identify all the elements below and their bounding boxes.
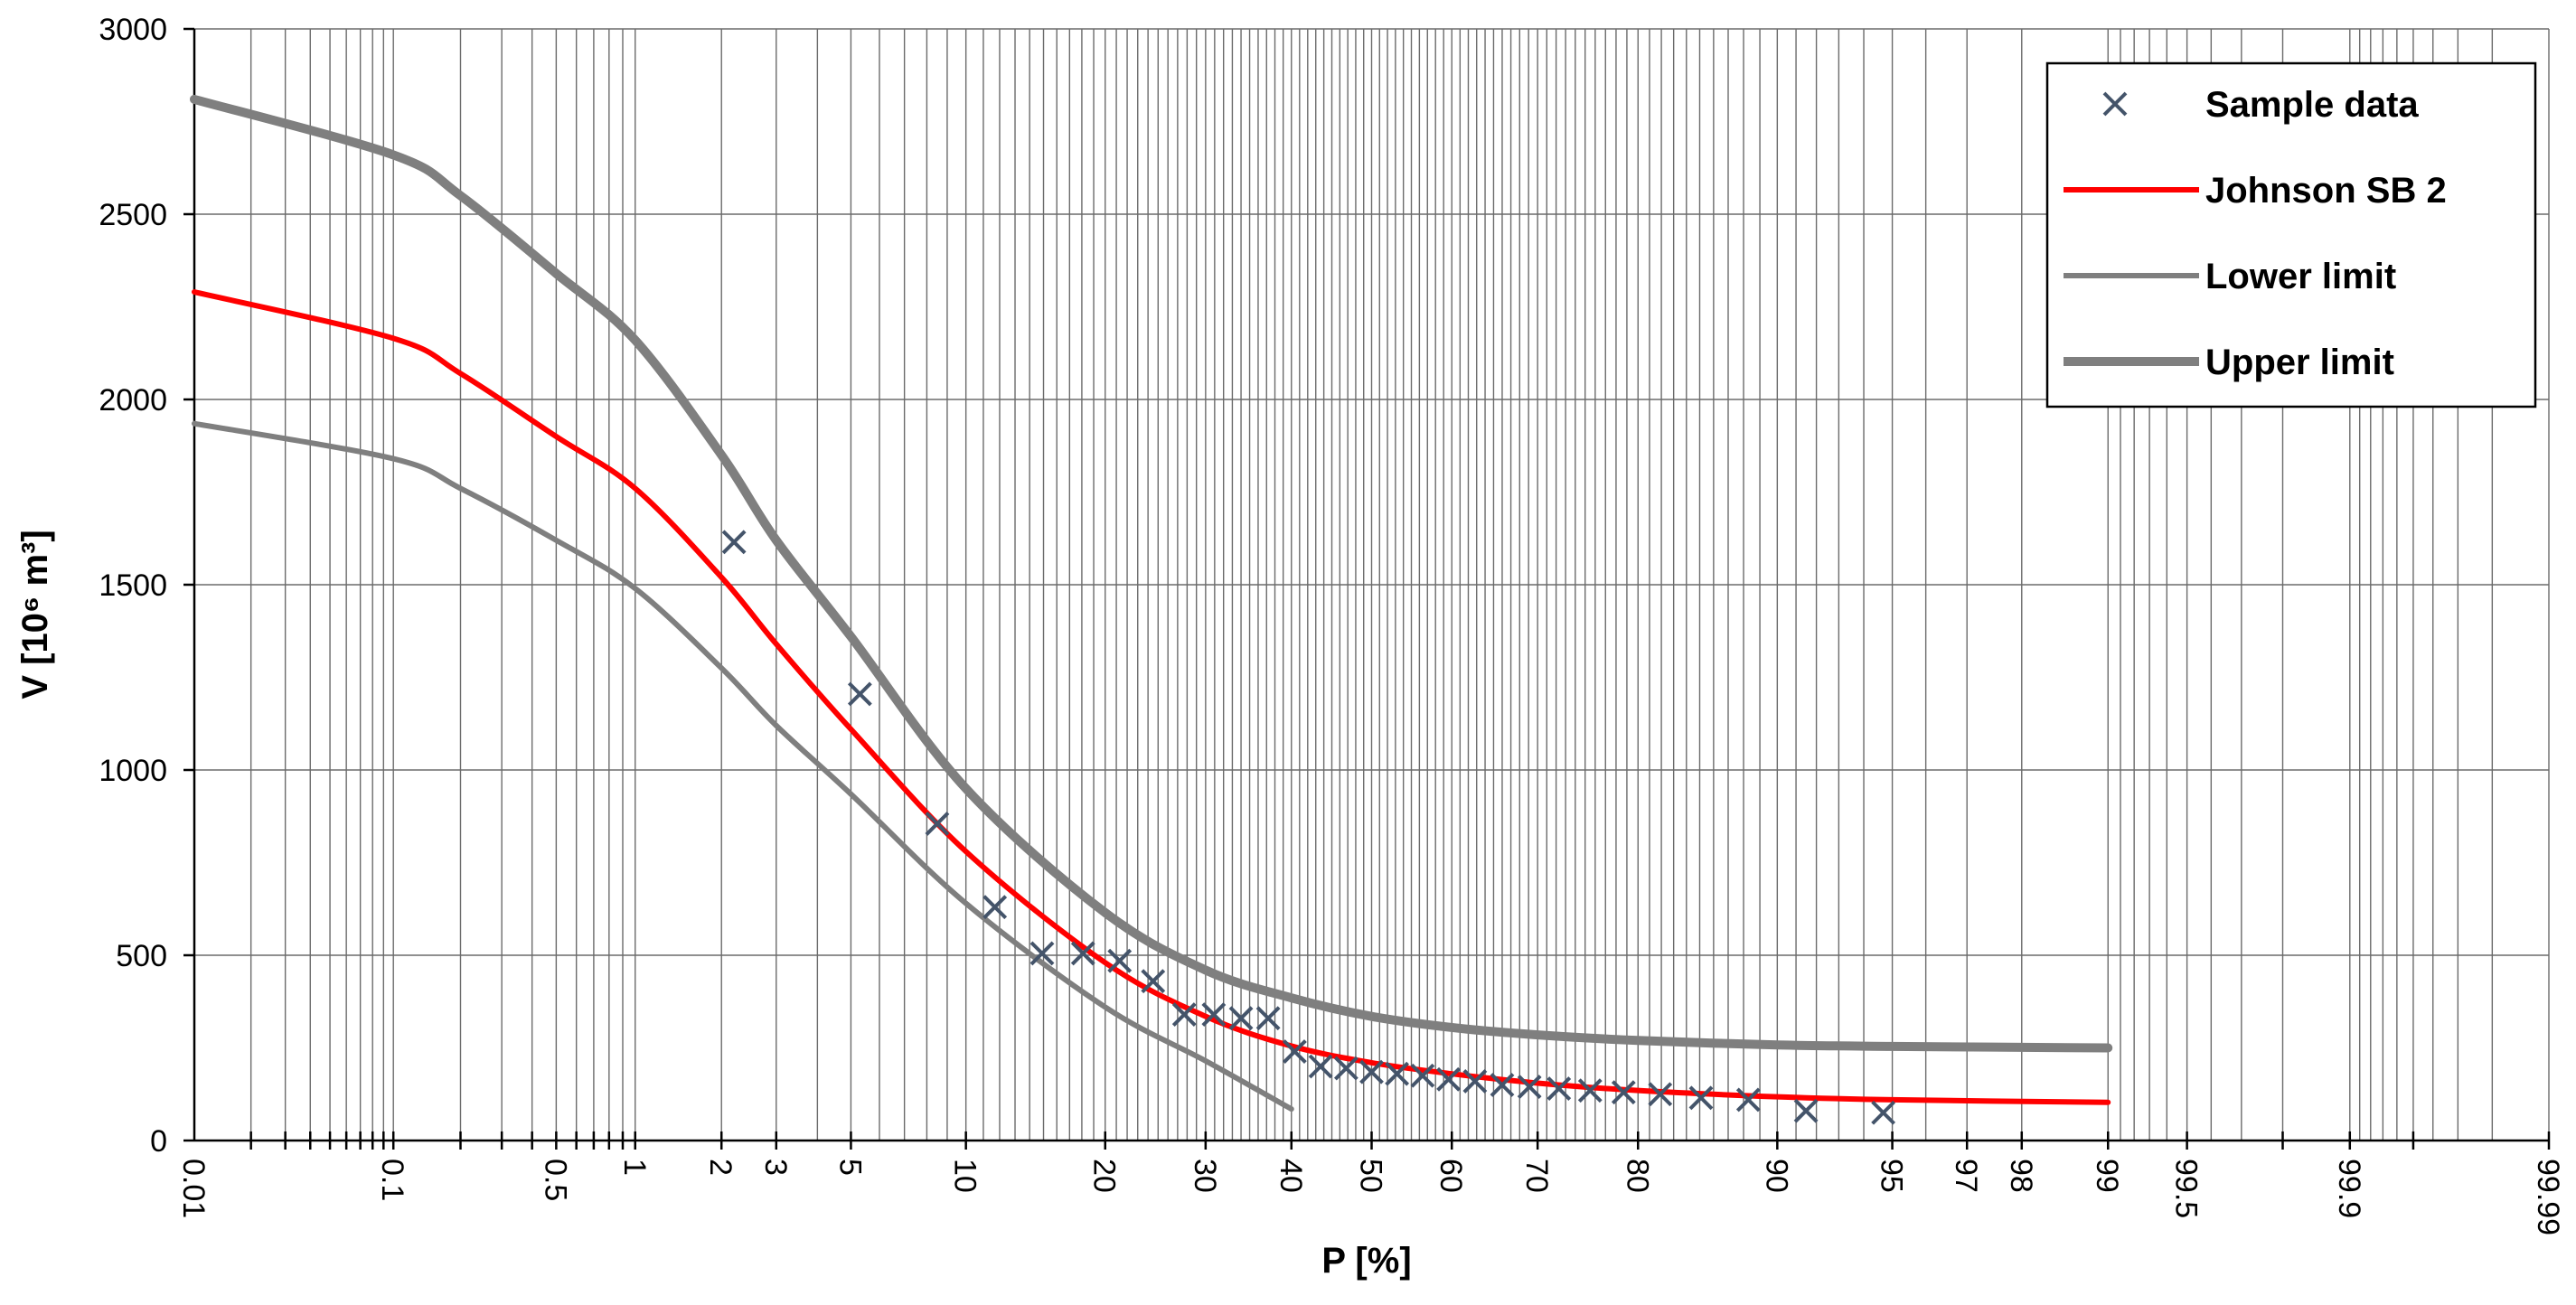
x-axis-title: P [%] [1321,1241,1411,1281]
sample-data-point [1385,1061,1410,1086]
sample-data-point [1228,1006,1254,1031]
x-tick-label: 50 [1354,1159,1388,1193]
sample-data-point [1648,1082,1673,1107]
x-tick-label: 2 [703,1159,738,1176]
legend-box [2045,61,2537,408]
sample-data-point [1308,1054,1333,1079]
x-tick-label: 3 [758,1159,793,1176]
y-tick-label: 1500 [99,568,167,603]
y-tick-label: 2000 [99,383,167,418]
y-tick-label: 500 [116,939,167,973]
legend: Sample data Johnson SB 2 Lower limit Upper … [2045,61,2537,408]
sample-data-point [1141,969,1166,994]
x-tick-label: 0.01 [176,1159,211,1218]
sample-data-point [1462,1068,1488,1094]
x-tick-label: 10 [948,1159,982,1193]
sample-data-point [1517,1075,1542,1099]
sample-data-point [1793,1098,1819,1123]
sample-data-point [1410,1063,1435,1088]
sample-data-point [1333,1056,1359,1081]
x-tick-label: 90 [1759,1159,1793,1193]
data-series [190,94,2113,1125]
x-tick-label: 60 [1434,1159,1468,1193]
legend-label-sample-data: Sample data [2205,85,2419,125]
x-tick-label: 99.99 [2531,1159,2565,1235]
x-tick-label: 95 [1875,1159,1909,1193]
x-tick-label: 70 [1519,1159,1554,1193]
y-tick-label: 3000 [99,13,167,47]
sample-data-point [1688,1085,1714,1111]
x-tick-label: 1 [617,1159,652,1176]
x-tick-label: 97 [1949,1159,1983,1193]
x-tick-label: 99 [2090,1159,2124,1193]
axes [183,27,2551,1150]
sample-data-point [1029,941,1055,966]
sample-data-point [982,895,1008,920]
sample-data-point [1070,941,1095,966]
sample-data-point [1107,948,1133,973]
x-tick-label: 98 [2004,1159,2038,1193]
sample-data-point [721,530,747,555]
legend-label-lower-limit: Lower limit [2205,257,2396,296]
legend-label-johnson-sb-2: Johnson SB 2 [2205,171,2447,211]
sample-data-point [1871,1100,1896,1125]
y-axis-title: V [10⁶ m³] [15,530,55,699]
sample-data-point [1171,1002,1197,1028]
sample-data-point [1735,1087,1761,1113]
y-tick-label: 2500 [99,198,167,232]
sample-data-point [1611,1080,1636,1105]
x-tick-label: 40 [1274,1159,1308,1193]
sample-data-point [1282,1039,1307,1065]
sample-data-point [847,681,872,707]
x-tick-label: 99.5 [2169,1159,2204,1218]
sample-data-point [1255,1006,1281,1031]
x-tick-label: 20 [1087,1159,1122,1193]
series-line-upper-limit [190,94,2113,1053]
legend-label-upper-limit: Upper limit [2205,343,2394,382]
series-line-johnson-sb-2 [192,289,2111,1105]
x-tick-label: 80 [1620,1159,1654,1193]
sample-data-point [1490,1073,1515,1097]
y-tick-label: 0 [150,1124,167,1159]
y-tick-labels: 0 500 1000 1500 2000 2500 3000 [99,13,167,1159]
sample-data-point [1359,1059,1384,1084]
legend-marker-sample-data [2102,91,2128,117]
x-tick-label: 99.9 [2332,1159,2366,1218]
x-tick-label: 0.5 [538,1159,572,1201]
x-tick-label: 5 [832,1159,867,1176]
sample-data-point [1201,1002,1227,1028]
x-tick-labels: 0.01 0.1 0.5 1 2 3 5 10 20 30 40 50 60 70 80 90 95 97 98 99… [176,1159,2565,1235]
sample-data-point [1547,1076,1572,1102]
x-tick-label: 30 [1188,1159,1222,1193]
sample-data-point [925,812,950,836]
sample-data-point [1436,1066,1462,1092]
x-tick-label: 0.1 [375,1159,409,1201]
y-tick-label: 1000 [99,754,167,788]
sample-data-point [1577,1078,1603,1103]
series-line-lower-limit [192,420,1294,1113]
